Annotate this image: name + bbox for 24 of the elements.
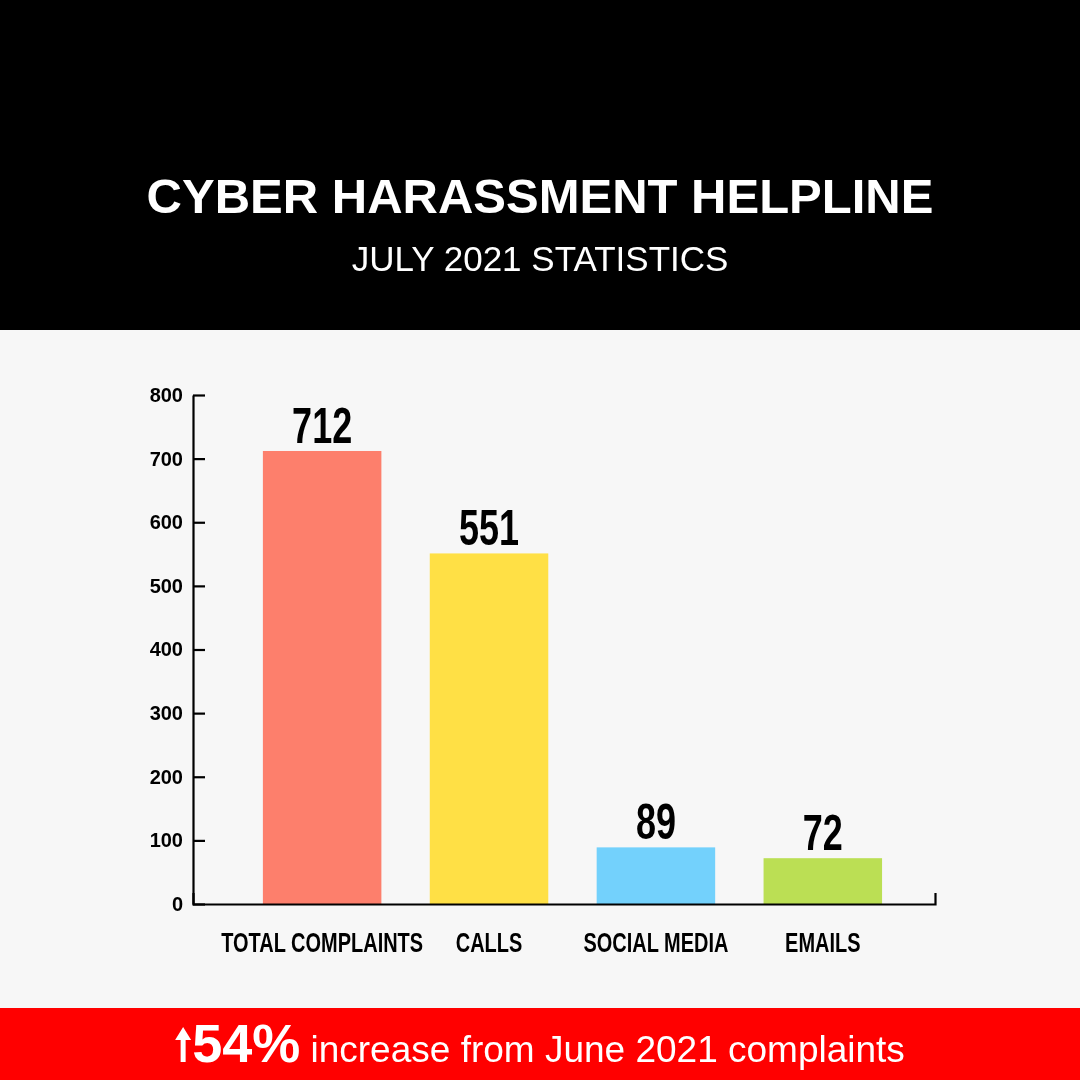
y-tick-label: 600 bbox=[149, 511, 183, 534]
y-tick-label: 100 bbox=[149, 829, 183, 852]
chart-title: CYBER HARASSMENT HELPLINE bbox=[146, 169, 934, 223]
y-tick-label: 400 bbox=[149, 638, 183, 661]
bar bbox=[429, 553, 549, 904]
y-tick-label: 200 bbox=[149, 765, 183, 788]
bar bbox=[763, 858, 883, 904]
x-tick-label: TOTAL COMPLAINTS bbox=[221, 927, 424, 958]
data-label: 712 bbox=[292, 398, 353, 454]
y-tick-label: 0 bbox=[171, 892, 183, 915]
bar bbox=[596, 847, 716, 904]
data-label: 72 bbox=[802, 805, 843, 861]
bar bbox=[262, 450, 382, 904]
y-tick-label: 800 bbox=[149, 383, 183, 406]
x-tick-label: CALLS bbox=[455, 927, 523, 958]
chart-subtitle: JULY 2021 STATISTICS bbox=[351, 239, 729, 278]
x-tick-label: SOCIAL MEDIA bbox=[583, 927, 729, 958]
text: 54% increase from June 2021 complaints bbox=[192, 1013, 905, 1073]
y-tick-label: 700 bbox=[149, 447, 183, 470]
y-tick-label: 500 bbox=[149, 574, 183, 597]
data-label: 89 bbox=[635, 794, 676, 850]
data-label: 551 bbox=[459, 500, 520, 556]
y-tick-label: 300 bbox=[149, 702, 183, 725]
x-tick-label: EMAILS bbox=[785, 927, 861, 958]
